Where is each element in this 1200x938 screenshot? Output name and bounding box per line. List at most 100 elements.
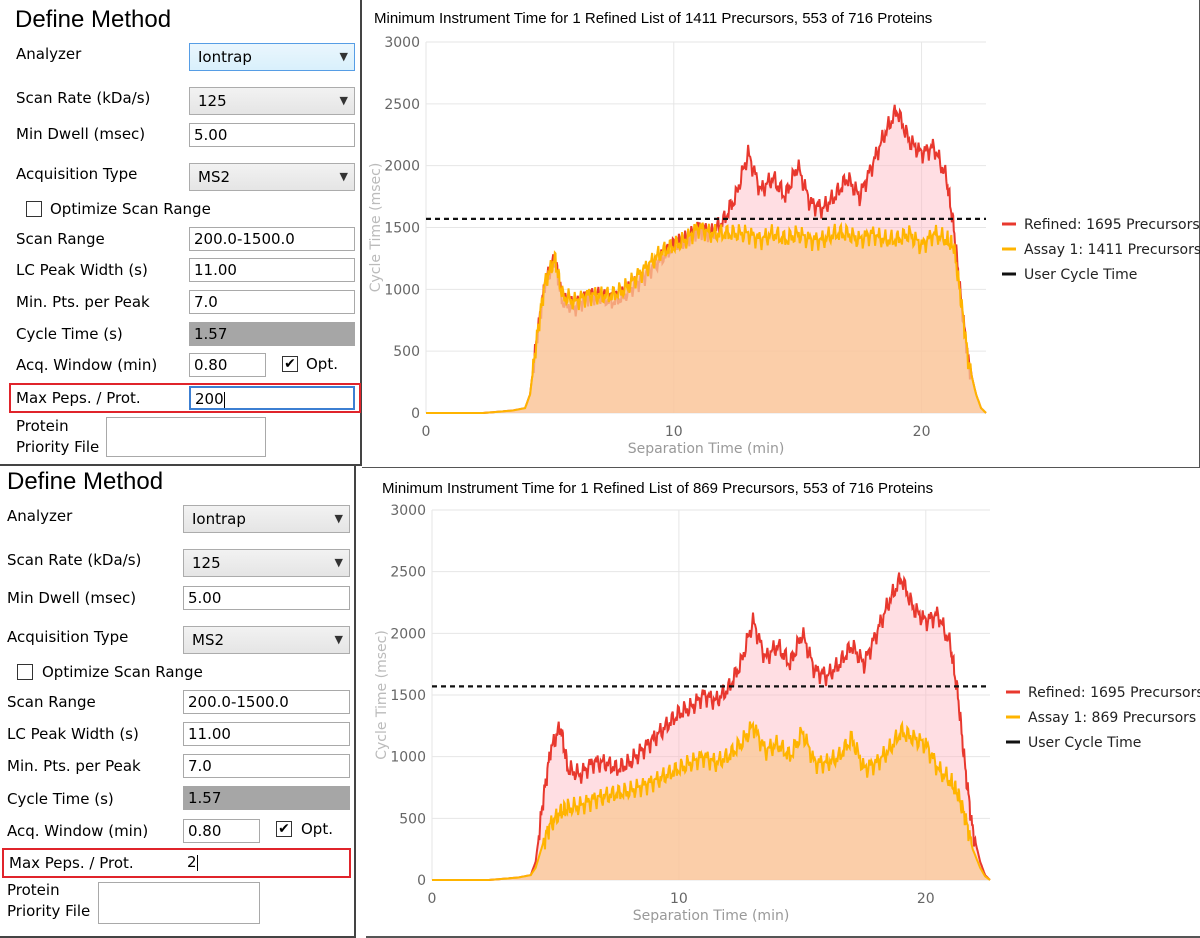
max-peps-highlight [2, 848, 351, 878]
acq-window-label: Acq. Window (min) [16, 356, 158, 374]
max-peps-input[interactable]: 2 [183, 851, 346, 875]
scan-rate-select[interactable]: 125 ▼ [189, 87, 355, 115]
min-pts-per-peak-input[interactable]: 7.0 [183, 754, 350, 778]
analyzer-select[interactable]: Iontrap ▼ [183, 505, 350, 533]
y-tick-label: 2500 [384, 97, 420, 113]
scan-range-input[interactable]: 200.0-1500.0 [183, 690, 350, 714]
lc-peak-width-label: LC Peak Width (s) [16, 261, 148, 279]
analyzer-label: Analyzer [16, 45, 82, 63]
max-peps-highlight [9, 383, 361, 413]
legend-label: User Cycle Time [1024, 267, 1137, 283]
cycle-time-chart: 0 500 1000 1500 2000 2500 3000 0 10 20 Separation … [374, 503, 1200, 924]
define-method-panel-top: Define Method Analyzer Iontrap ▼ Scan Ra… [0, 0, 362, 466]
protein-priority-file-input[interactable] [106, 417, 266, 457]
series-line-0 [432, 572, 991, 881]
x-tick-label: 20 [913, 424, 931, 440]
min-dwell-input[interactable]: 5.00 [189, 123, 355, 147]
y-tick-label: 1000 [390, 750, 426, 766]
chart-title: Minimum Instrument Time for 1 Refined Li… [374, 10, 933, 27]
min-dwell-input[interactable]: 5.00 [183, 586, 350, 610]
chart-title: Minimum Instrument Time for 1 Refined Li… [382, 480, 934, 497]
scan-range-label: Scan Range [7, 693, 96, 711]
optimize-scan-range-checkbox[interactable] [26, 201, 42, 217]
analyzer-label: Analyzer [7, 507, 73, 525]
define-method-panel-bottom: Define Method Analyzer Iontrap ▼ Scan Ra… [0, 466, 356, 938]
y-tick-label: 2500 [390, 565, 426, 581]
opt-checkbox[interactable]: ✔ [276, 821, 292, 837]
lc-peak-width-input[interactable]: 11.00 [189, 258, 355, 282]
y-tick-label: 2000 [390, 626, 426, 642]
scan-range-input[interactable]: 200.0-1500.0 [189, 227, 355, 251]
cycle-time-label: Cycle Time (s) [7, 790, 114, 808]
min-pts-per-peak-input[interactable]: 7.0 [189, 290, 355, 314]
legend-label: Refined: 1695 Precursors [1024, 217, 1200, 233]
series-line-1 [432, 719, 991, 881]
acq-window-input[interactable]: 0.80 [183, 819, 260, 843]
chevron-down-icon: ▼ [339, 170, 348, 183]
lc-peak-width-input[interactable]: 11.00 [183, 722, 350, 746]
chart-panel-bottom: Minimum Instrument Time for 1 Refined Li… [366, 468, 1200, 938]
max-peps-label: Max Peps. / Prot. [16, 389, 141, 407]
min-pts-per-peak-label: Min. Pts. per Peak [7, 757, 141, 775]
cycle-time-label: Cycle Time (s) [16, 325, 123, 343]
scan-rate-value: 125 [198, 92, 227, 110]
y-tick-label: 3000 [384, 35, 420, 51]
acq-window-input[interactable]: 0.80 [189, 353, 266, 377]
min-dwell-label: Min Dwell (msec) [16, 125, 146, 143]
chevron-down-icon: ▼ [334, 512, 343, 525]
chevron-down-icon: ▼ [339, 50, 348, 63]
y-tick-label: 0 [417, 873, 426, 889]
max-peps-value: 200 [195, 390, 224, 408]
max-peps-label: Max Peps. / Prot. [9, 854, 134, 872]
protein-label-line1: Protein [7, 881, 60, 899]
protein-priority-label: Protein Priority File [16, 416, 99, 458]
lc-peak-width-label: LC Peak Width (s) [7, 725, 139, 743]
max-peps-input[interactable]: 200 [189, 386, 355, 410]
chevron-down-icon: ▼ [334, 633, 343, 646]
y-tick-label: 1500 [384, 221, 420, 237]
opt-label: Opt. [306, 355, 338, 373]
y-tick-label: 3000 [390, 503, 426, 519]
x-axis-label: Separation Time (min) [628, 441, 785, 457]
legend-label: Assay 1: 869 Precursors [1028, 710, 1196, 726]
legend-label: Assay 1: 1411 Precursors [1024, 242, 1200, 258]
optimize-scan-range-label: Optimize Scan Range [42, 663, 203, 681]
acquisition-type-select[interactable]: MS2 ▼ [183, 626, 350, 654]
y-tick-label: 500 [393, 344, 420, 360]
legend-label: Refined: 1695 Precursors [1028, 685, 1200, 701]
min-dwell-label: Min Dwell (msec) [7, 589, 137, 607]
opt-label: Opt. [301, 820, 333, 838]
max-peps-value: 2 [187, 853, 197, 871]
scan-rate-value: 125 [192, 554, 221, 572]
acquisition-type-value: MS2 [192, 631, 225, 649]
x-axis-label: Separation Time (min) [633, 908, 790, 924]
y-axis-label: Cycle Time (msec) [368, 163, 384, 293]
protein-label-line2: Priority File [16, 438, 100, 456]
acquisition-type-label: Acquisition Type [7, 628, 129, 646]
protein-label-line2: Priority File [7, 902, 91, 920]
acquisition-type-select[interactable]: MS2 ▼ [189, 163, 355, 191]
scan-range-label: Scan Range [16, 230, 105, 248]
scan-rate-select[interactable]: 125 ▼ [183, 549, 350, 577]
optimize-scan-range-checkbox[interactable] [17, 664, 33, 680]
x-tick-label: 0 [428, 891, 437, 907]
y-axis-label: Cycle Time (msec) [374, 630, 390, 760]
legend-label: User Cycle Time [1028, 735, 1141, 751]
acquisition-type-label: Acquisition Type [16, 165, 138, 183]
cycle-time-value: 1.57 [183, 786, 350, 810]
x-tick-label: 0 [422, 424, 431, 440]
acq-window-label: Acq. Window (min) [7, 822, 149, 840]
y-tick-label: 1000 [384, 282, 420, 298]
scan-rate-label: Scan Rate (kDa/s) [7, 551, 142, 569]
scan-rate-label: Scan Rate (kDa/s) [16, 89, 151, 107]
protein-priority-file-input[interactable] [98, 882, 260, 924]
chevron-down-icon: ▼ [334, 556, 343, 569]
y-tick-label: 500 [399, 811, 426, 827]
x-tick-label: 10 [665, 424, 683, 440]
x-tick-label: 20 [917, 891, 935, 907]
analyzer-select[interactable]: Iontrap ▼ [189, 43, 355, 71]
analyzer-value: Iontrap [198, 48, 252, 66]
y-tick-label: 0 [411, 406, 420, 422]
protein-priority-label: Protein Priority File [7, 880, 90, 922]
opt-checkbox[interactable]: ✔ [282, 356, 298, 372]
